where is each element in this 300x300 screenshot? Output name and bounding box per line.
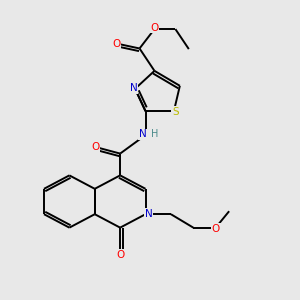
Text: O: O bbox=[116, 250, 124, 260]
Text: S: S bbox=[172, 107, 179, 117]
Text: O: O bbox=[91, 142, 100, 152]
Text: O: O bbox=[112, 39, 120, 49]
Text: O: O bbox=[212, 224, 220, 234]
Text: O: O bbox=[150, 22, 159, 33]
Text: N: N bbox=[145, 208, 152, 219]
Text: N: N bbox=[130, 83, 137, 93]
Text: H: H bbox=[152, 130, 159, 140]
Text: N: N bbox=[139, 130, 147, 140]
